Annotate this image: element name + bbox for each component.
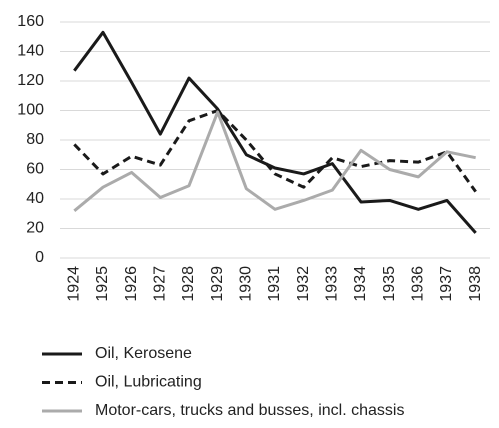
- series-line: [73, 109, 477, 193]
- y-tick-label: 60: [26, 161, 44, 178]
- y-tick-label: 120: [17, 72, 44, 89]
- y-tick-label: 20: [26, 220, 44, 237]
- legend-label: Motor-cars, trucks and busses, incl. cha…: [95, 402, 404, 419]
- x-tick-label: 1935: [381, 266, 398, 302]
- x-tick-label: 1925: [94, 266, 111, 302]
- x-tick-label: 1930: [238, 266, 255, 302]
- x-tick-label: 1929: [209, 266, 226, 302]
- x-tick-label: 1927: [152, 266, 169, 302]
- x-tick-label: 1926: [123, 266, 140, 302]
- x-tick-label: 1934: [352, 266, 369, 302]
- x-tick-label: 1938: [467, 266, 484, 302]
- x-tick-label: 1931: [266, 266, 283, 302]
- y-tick-label: 160: [17, 13, 44, 30]
- y-tick-label: 140: [17, 43, 44, 60]
- legend-label: Oil, Kerosene: [95, 345, 192, 362]
- x-tick-label: 1936: [410, 266, 427, 302]
- y-tick-label: 80: [26, 131, 44, 148]
- y-tick-label: 100: [17, 102, 44, 119]
- x-tick-label: 1933: [324, 266, 341, 302]
- y-tick-label: 0: [35, 249, 44, 266]
- x-tick-label: 1932: [295, 266, 312, 302]
- legend-label: Oil, Lubricating: [95, 374, 202, 391]
- series-line: [73, 30, 477, 234]
- y-tick-label: 40: [26, 190, 44, 207]
- x-tick-label: 1937: [438, 266, 455, 302]
- series-line: [73, 110, 476, 212]
- x-tick-label: 1928: [180, 266, 197, 302]
- x-tick-label: 1924: [66, 266, 83, 302]
